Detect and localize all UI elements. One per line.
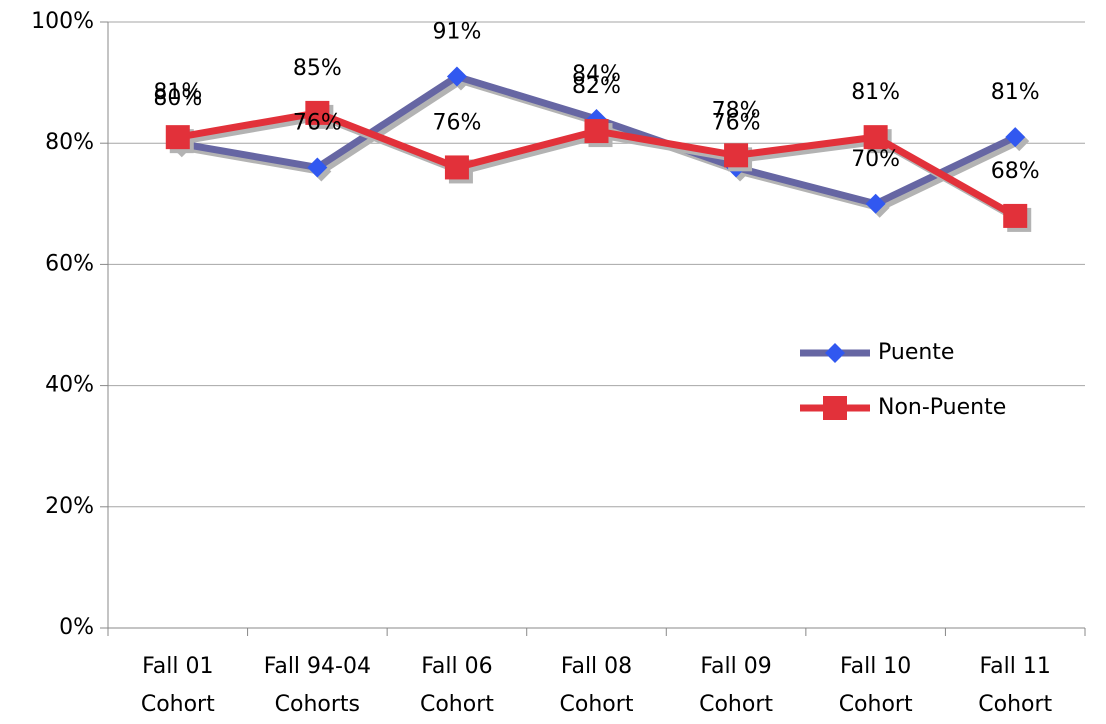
data-label: 81%	[991, 80, 1040, 105]
marker	[305, 100, 330, 125]
data-label: 76%	[712, 110, 761, 135]
data-label: 81%	[851, 80, 900, 105]
data-label: 80%	[153, 86, 202, 111]
y-tick-label: 0%	[59, 615, 94, 640]
data-label: 70%	[851, 147, 900, 172]
y-tick-label: 60%	[45, 251, 94, 276]
y-tick-label: 80%	[45, 130, 94, 155]
data-label: 76%	[293, 110, 342, 135]
x-tick-label: Fall 10 Cohort	[838, 654, 913, 717]
marker	[863, 125, 888, 150]
data-label: 78%	[712, 98, 761, 123]
marker	[724, 143, 749, 168]
data-label: 85%	[293, 56, 342, 81]
marker	[446, 66, 467, 87]
x-tick-label: Fall 09 Cohort	[699, 654, 774, 717]
legend-label: Non-Puente	[878, 395, 1006, 420]
marker	[865, 193, 886, 214]
marker	[165, 125, 190, 150]
data-label: 81%	[153, 80, 202, 105]
y-tick-label: 100%	[31, 9, 94, 34]
x-tick-label: Fall 94-04 Cohorts	[263, 654, 371, 717]
data-label: 84%	[572, 62, 621, 87]
data-label: 91%	[432, 20, 481, 45]
x-tick-label: Fall 01 Cohort	[140, 654, 215, 717]
legend-label: Puente	[878, 340, 954, 365]
marker	[307, 157, 328, 178]
marker	[584, 119, 609, 144]
marker	[1005, 127, 1026, 148]
x-tick-label: Fall 08 Cohort	[559, 654, 634, 717]
legend-marker	[823, 396, 847, 420]
marker	[1003, 203, 1028, 228]
marker	[586, 108, 607, 129]
data-label: 82%	[572, 74, 621, 99]
x-tick-label: Fall 06 Cohort	[419, 654, 494, 717]
x-tick-label: Fall 11 Cohort	[978, 654, 1053, 717]
legend-marker	[825, 343, 845, 363]
data-label: 76%	[432, 110, 481, 135]
marker	[444, 155, 469, 180]
y-tick-label: 40%	[45, 373, 94, 398]
data-label: 68%	[991, 159, 1040, 184]
y-tick-label: 20%	[45, 494, 94, 519]
